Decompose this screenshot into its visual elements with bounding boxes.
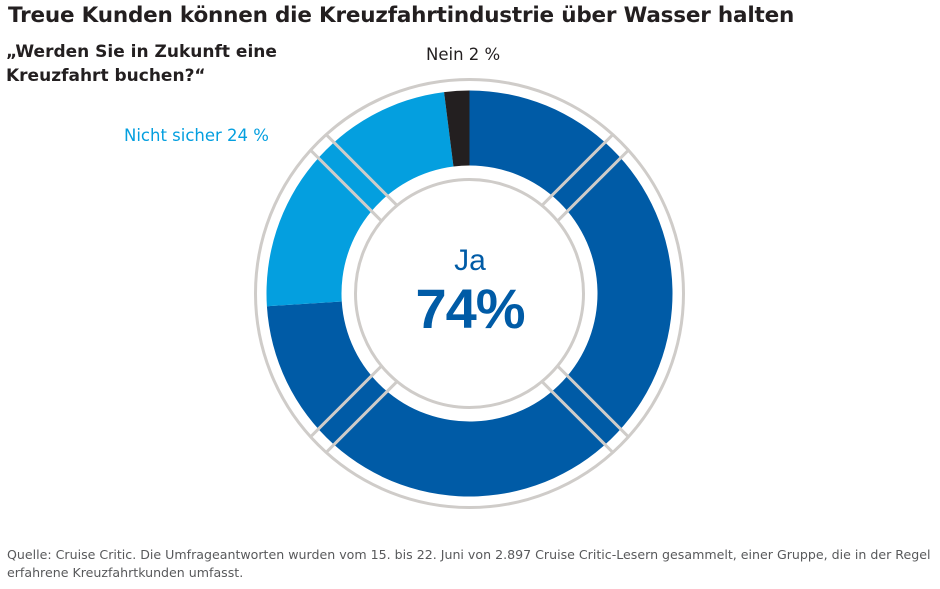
center-label-ja: Ja (454, 244, 486, 277)
strap-line-1-1 (540, 380, 614, 454)
lifebuoy-straps (309, 133, 630, 454)
strap-line-2-0 (325, 380, 399, 454)
inner-ring (354, 178, 585, 409)
outer-ring (254, 78, 685, 509)
strap-line-2-1 (309, 364, 383, 438)
chart-title: Treue Kunden können die Kreuzfahrtindust… (8, 3, 795, 28)
slice-nein (444, 90, 470, 167)
slice-label-nein: Nein 2 % (426, 45, 501, 64)
strap-line-1-0 (556, 364, 630, 438)
strap-line-3-1 (325, 133, 399, 207)
source-note: Quelle: Cruise Critic. Die Umfrageantwor… (7, 547, 931, 580)
strap-line-0-1 (556, 149, 630, 223)
center-value-ja: 74% (415, 277, 525, 340)
strap-line-0-0 (540, 133, 614, 207)
chart-subtitle-question: „Werden Sie in Zukunft eine Kreuzfahrt b… (6, 42, 277, 86)
strap-line-3-0 (309, 149, 383, 223)
slice-ja (266, 90, 673, 497)
slice-label-nicht-sicher: Nicht sicher 24 % (124, 126, 269, 145)
